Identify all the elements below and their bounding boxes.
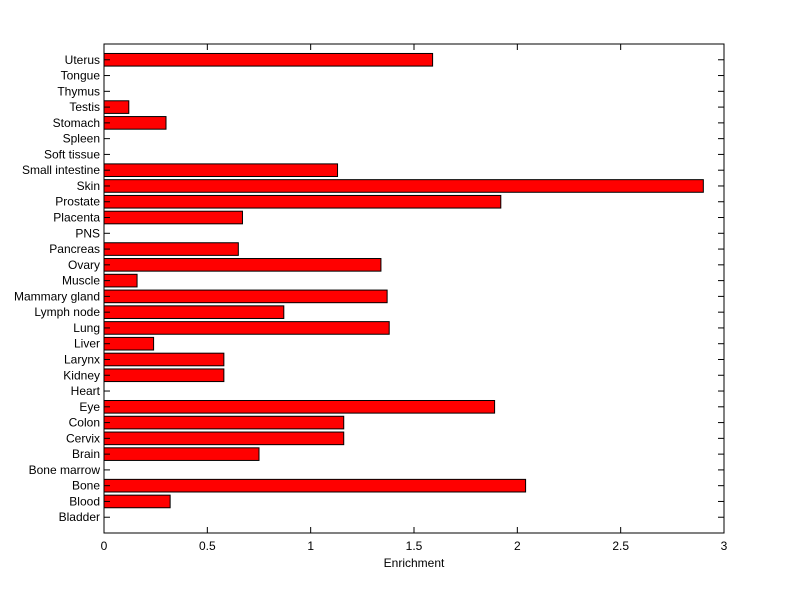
category-label-thymus: Thymus — [57, 84, 100, 98]
bar-mammary-gland — [103, 289, 388, 304]
category-label-spleen: Spleen — [63, 132, 100, 146]
category-label-eye: Eye — [79, 400, 100, 414]
category-label-lung: Lung — [73, 321, 100, 335]
bar-skin — [103, 179, 704, 193]
x-tick-label-0: 0 — [101, 539, 108, 553]
x-tick-label-2: 1 — [307, 539, 314, 553]
bar-small-intestine — [103, 163, 339, 178]
category-label-larynx: Larynx — [64, 352, 100, 366]
bar-cervix — [103, 431, 345, 446]
bar-ovary — [103, 258, 382, 272]
category-label-colon: Colon — [69, 416, 100, 430]
bar-bone — [103, 478, 527, 493]
bar-prostate — [103, 194, 502, 209]
category-label-bone: Bone — [72, 479, 100, 493]
category-label-ovary: Ovary — [68, 258, 100, 272]
x-tick-label-5: 2.5 — [612, 539, 629, 553]
x-tick-label-4: 2 — [514, 539, 521, 553]
category-label-skin: Skin — [77, 179, 100, 193]
bar-kidney — [103, 368, 225, 383]
category-label-bone-marrow: Bone marrow — [29, 463, 101, 477]
category-label-prostate: Prostate — [55, 195, 100, 209]
category-label-mammary-gland: Mammary gland — [14, 289, 100, 303]
category-label-muscle: Muscle — [62, 274, 100, 288]
category-label-kidney: Kidney — [63, 368, 100, 382]
category-label-heart: Heart — [71, 384, 101, 398]
category-label-small-intestine: Small intestine — [22, 163, 100, 177]
bar-brain — [103, 447, 260, 461]
category-label-liver: Liver — [74, 337, 100, 351]
bar-eye — [103, 399, 496, 414]
ticks-group — [103, 44, 725, 533]
x-tick-label-3: 1.5 — [406, 539, 423, 553]
category-label-lymph-node: Lymph node — [34, 305, 100, 319]
bars-group — [103, 52, 704, 509]
category-label-cervix: Cervix — [66, 431, 100, 445]
category-label-tongue: Tongue — [61, 69, 101, 83]
x-tick-label-6: 3 — [721, 539, 728, 553]
plot-frame — [103, 43, 725, 534]
category-label-pns: PNS — [75, 226, 100, 240]
bar-colon — [103, 415, 345, 430]
bar-lymph-node — [103, 305, 285, 319]
bar-placenta — [103, 210, 243, 225]
category-label-bladder: Bladder — [59, 510, 100, 524]
bar-stomach — [103, 116, 167, 130]
category-label-testis: Testis — [69, 100, 100, 114]
bar-blood — [103, 494, 171, 509]
bar-liver — [103, 336, 155, 351]
bar-larynx — [103, 352, 225, 367]
category-label-brain: Brain — [72, 447, 100, 461]
x-tick-label-1: 0.5 — [199, 539, 216, 553]
bar-lung — [103, 321, 390, 335]
bar-uterus — [103, 52, 434, 67]
category-label-pancreas: Pancreas — [49, 242, 100, 256]
category-label-blood: Blood — [69, 494, 100, 508]
x-axis-label: Enrichment — [384, 556, 445, 570]
category-label-soft-tissue: Soft tissue — [44, 147, 100, 161]
category-label-placenta: Placenta — [53, 211, 100, 225]
bar-pancreas — [103, 242, 239, 256]
x-tick-labels-group: 0 0.5 1 1.5 2 2.5 3 — [101, 539, 728, 553]
category-label-uterus: Uterus — [65, 53, 100, 67]
category-label-stomach: Stomach — [53, 116, 100, 130]
